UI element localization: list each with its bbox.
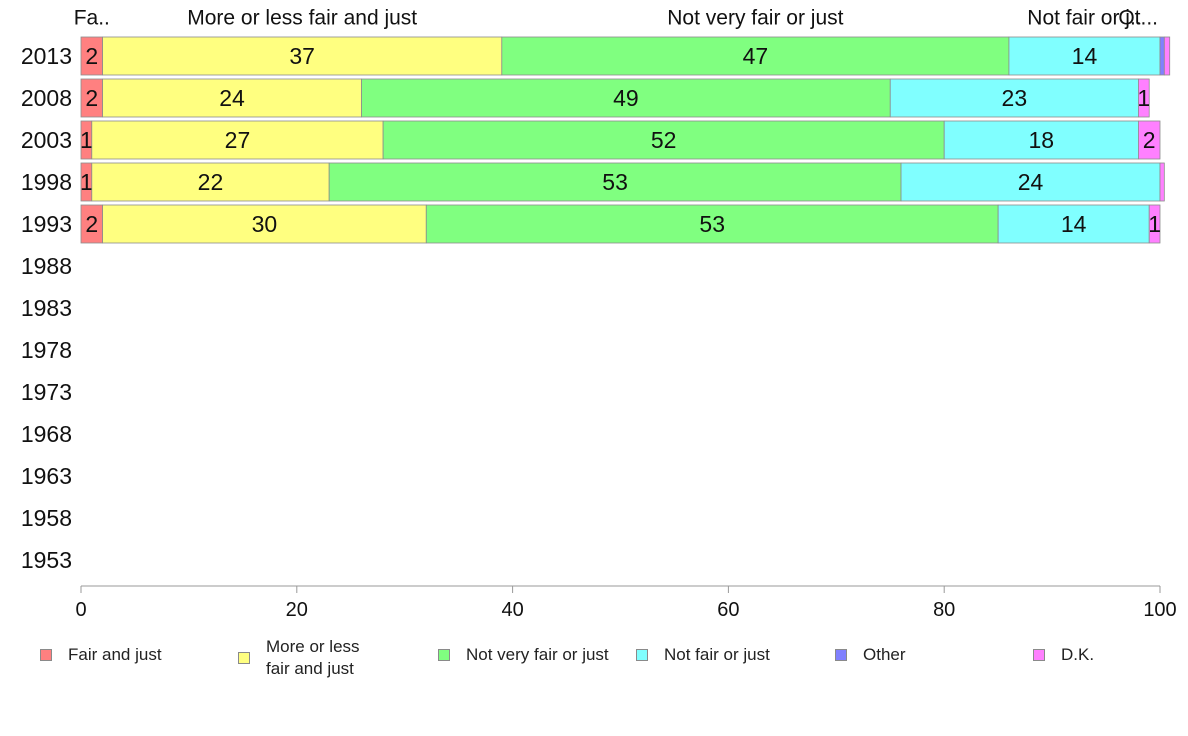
bar-segment: [1008, 36, 1161, 76]
category-label: 1953: [21, 547, 72, 573]
legend-swatch: [40, 649, 52, 661]
category-label: 1993: [21, 211, 72, 237]
bar-segment: [1163, 36, 1171, 76]
legend-item-fair-and-just: Fair and just: [40, 644, 162, 666]
x-tick-label: 100: [1143, 599, 1176, 621]
data-label: 23: [1002, 85, 1028, 111]
category-label: 1998: [21, 169, 72, 195]
data-label: 30: [252, 211, 278, 237]
legend-item-more-or-less-fair-and-just: More or less fair and just: [238, 636, 360, 680]
legend-label: More or less fair and just: [266, 637, 360, 678]
bar-segment: [102, 36, 503, 76]
segment-header-label: More or less fair and just: [187, 7, 417, 30]
data-label: 22: [198, 169, 224, 195]
segment-header-label: Not very fair or just: [667, 7, 843, 30]
data-label: 1: [80, 127, 93, 153]
legend-item-dk: D.K.: [1033, 644, 1094, 666]
bar-segment: [328, 162, 902, 202]
data-label: 52: [651, 127, 677, 153]
segment-header-label: Fa..: [74, 7, 110, 30]
bar-segment: [889, 78, 1139, 118]
category-label: 1963: [21, 463, 72, 489]
data-label: 14: [1061, 211, 1087, 237]
legend-swatch: [1033, 649, 1045, 661]
data-label: 53: [699, 211, 725, 237]
category-label: 1978: [21, 337, 72, 363]
bar-segment: [1148, 204, 1161, 244]
data-label: 53: [602, 169, 628, 195]
data-label: 1: [1148, 211, 1161, 237]
bar-segment: [1159, 36, 1165, 76]
category-label: 2003: [21, 127, 72, 153]
data-label: 2: [85, 43, 98, 69]
bar-segment: [361, 78, 891, 118]
legend-swatch: [238, 652, 250, 664]
x-tick-label: 80: [933, 599, 955, 621]
data-label: 27: [225, 127, 251, 153]
category-label: 1958: [21, 505, 72, 531]
data-label: 24: [219, 85, 245, 111]
x-tick-label: 40: [501, 599, 523, 621]
bar-segment: [501, 36, 1010, 76]
bar-segment: [1138, 120, 1161, 160]
legend-label: Other: [863, 645, 906, 664]
legend-swatch: [438, 649, 450, 661]
data-label: 47: [743, 43, 769, 69]
bar-segment: [91, 162, 330, 202]
legend-swatch: [835, 649, 847, 661]
legend: Fair and just More or less fair and just…: [0, 636, 1188, 686]
legend-item-not-fair-or-just: Not fair or just: [636, 644, 770, 666]
data-label: 2: [85, 211, 98, 237]
bar-segment: [102, 204, 427, 244]
category-label: 1983: [21, 295, 72, 321]
category-label: 1973: [21, 379, 72, 405]
legend-label: Not very fair or just: [466, 645, 609, 664]
data-label: 14: [1072, 43, 1098, 69]
bar-segment: [943, 120, 1139, 160]
data-label: 2: [1143, 127, 1156, 153]
data-label: 18: [1029, 127, 1055, 153]
legend-label: Fair and just: [68, 645, 162, 664]
bar-segment: [997, 204, 1150, 244]
x-tick-label: 60: [717, 599, 739, 621]
bar-segment: [102, 78, 362, 118]
bar-segment: [900, 162, 1161, 202]
stacked-bar-chart: 2013 2008 2003 1998 1993 1988 1983 1978 1973 1968…: [21, 7, 1177, 622]
bar-segment: [1138, 78, 1150, 118]
category-label: 2008: [21, 85, 72, 111]
legend-item-not-very-fair-or-just: Not very fair or just: [438, 644, 609, 666]
legend-swatch: [636, 649, 648, 661]
data-label: 2: [85, 85, 98, 111]
data-label: 49: [613, 85, 639, 111]
category-label: 1988: [21, 253, 72, 279]
category-label: 1968: [21, 421, 72, 447]
bar-segment: [382, 120, 945, 160]
data-label: 24: [1018, 169, 1044, 195]
category-label: 2013: [21, 43, 72, 69]
data-label: 1: [80, 169, 93, 195]
segment-header-label: Ot...: [1118, 7, 1158, 30]
bar-segment: [1159, 162, 1165, 202]
x-tick-label: 20: [286, 599, 308, 621]
x-tick-label: 0: [75, 599, 86, 621]
segment-header-label: Not fair or j..: [1027, 7, 1141, 30]
legend-label: Not fair or just: [664, 645, 770, 664]
data-label: 1: [1137, 85, 1150, 111]
legend-label: D.K.: [1061, 645, 1095, 664]
legend-item-other: Other: [835, 644, 906, 666]
data-label: 37: [289, 43, 315, 69]
